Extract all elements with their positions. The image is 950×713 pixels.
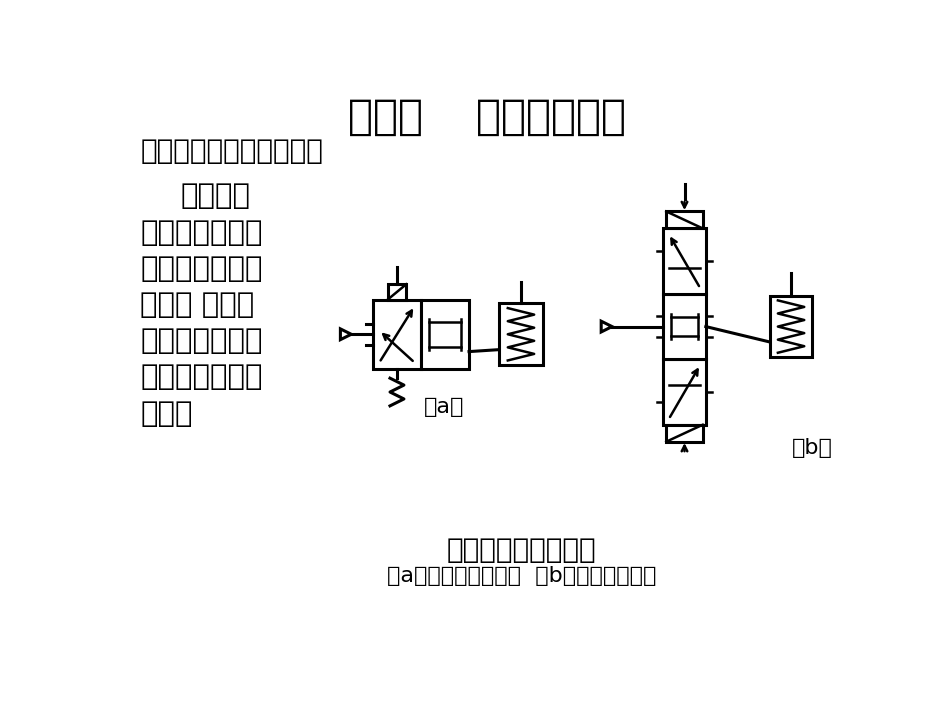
Bar [421,299,469,369]
Text: 杆腔，与弹簧一: 杆腔，与弹簧一 [141,327,263,355]
Text: 第一节    方向控制回路: 第一节 方向控制回路 [348,96,626,138]
Bar [663,228,706,294]
Text: （a）二位运动控制；  （b）三位运动控制: （a）二位运动控制； （b）三位运动控制 [387,566,656,586]
Text: （a）: （a） [424,397,465,417]
Text: （b）: （b） [792,438,833,458]
Bar [663,294,706,359]
Bar [666,425,703,441]
Text: 将压缩空气间歇: 将压缩空气间歇 [141,255,263,283]
Bar [663,359,706,425]
Bar [499,304,543,365]
Text: 利用电磁: 利用电磁 [180,182,251,210]
Text: 运动。: 运动。 [141,399,193,428]
Bar [388,284,407,299]
Text: 送入气 缸的无: 送入气 缸的无 [141,291,255,319]
Bar [666,212,703,228]
Bar [373,299,421,369]
Text: 一、单作用气缸换向回路: 一、单作用气缸换向回路 [141,137,323,165]
Text: 换向阀通断电，: 换向阀通断电， [141,219,263,247]
Text: 起推动活塞往复: 起推动活塞往复 [141,364,263,391]
Bar [770,296,812,357]
Text: 单作用气缸换向回路: 单作用气缸换向回路 [446,536,597,564]
